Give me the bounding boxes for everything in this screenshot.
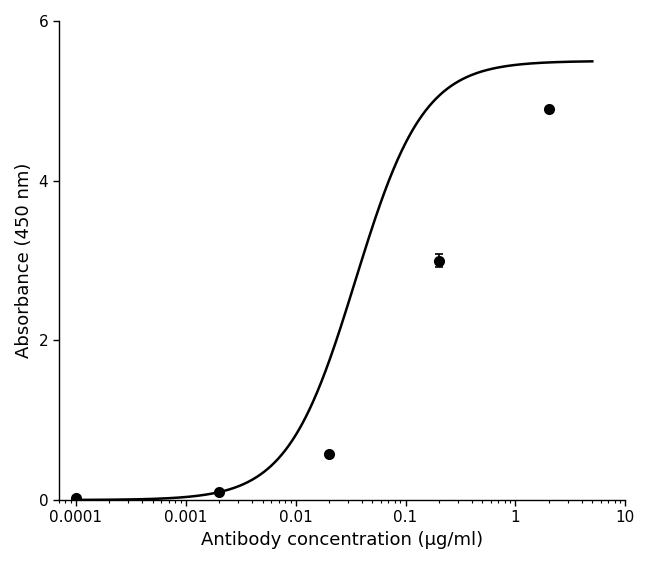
X-axis label: Antibody concentration (μg/ml): Antibody concentration (μg/ml) (201, 531, 483, 549)
Y-axis label: Absorbance (450 nm): Absorbance (450 nm) (15, 163, 33, 358)
